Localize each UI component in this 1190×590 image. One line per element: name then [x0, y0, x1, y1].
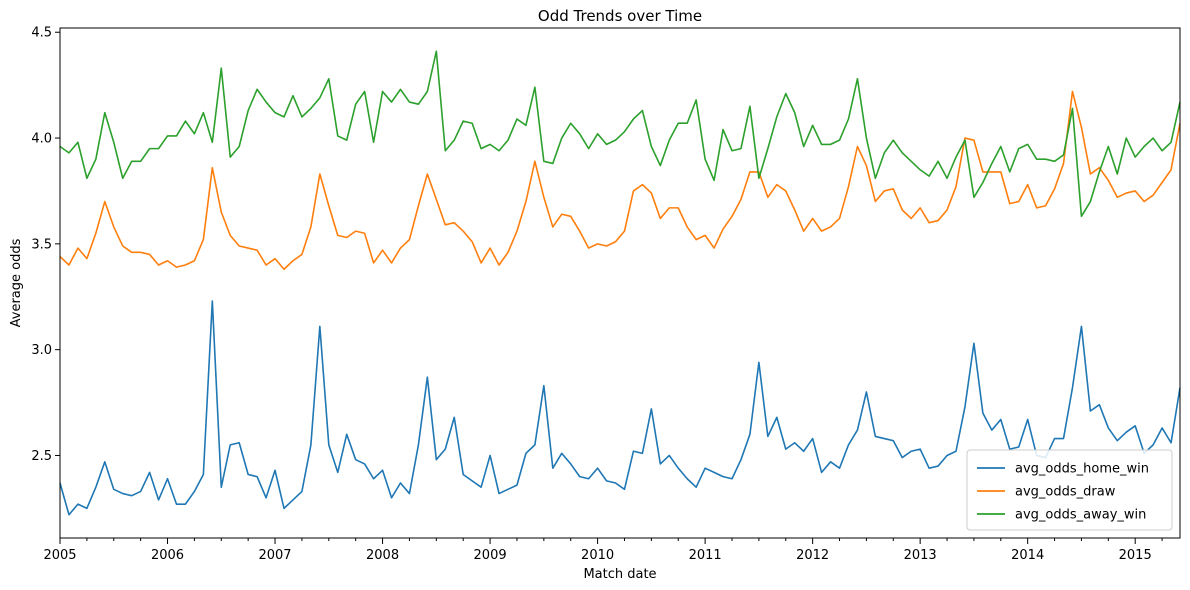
x-tick-label: 2008	[366, 548, 399, 563]
x-axis: 2005 2006 2007 2008 2009 2010 2011 2012 2013 2014…	[43, 538, 1163, 563]
series-line-avg-odds-draw	[59, 90, 1181, 271]
x-axis-title: Match date	[583, 567, 656, 582]
legend-box	[966, 449, 1173, 531]
x-tick-label: 2011	[689, 548, 722, 563]
legend: avg_odds_home_win avg_odds_draw avg_odds_a…	[966, 449, 1173, 531]
x-tick-label: 2012	[796, 548, 829, 563]
x-tick-label: 2014	[1011, 548, 1044, 563]
y-tick-label: 3.0	[31, 343, 52, 358]
x-tick-label: 2009	[474, 548, 507, 563]
y-tick-label: 2.5	[31, 449, 52, 464]
legend-label: avg_odds_home_win	[1015, 462, 1149, 477]
x-tick-label: 2010	[581, 548, 614, 563]
y-axis: 2.5 3.0 3.5 4.0 4.5	[31, 26, 60, 464]
x-tick-label: 2015	[1119, 548, 1152, 563]
series-layer	[59, 50, 1181, 516]
x-tick-label: 2006	[151, 548, 184, 563]
series-line-avg-odds-away-win	[59, 50, 1181, 218]
legend-label: avg_odds_away_win	[1015, 508, 1146, 523]
x-tick-label: 2007	[258, 548, 291, 563]
chart-title: Odd Trends over Time	[538, 7, 702, 25]
legend-label: avg_odds_draw	[1015, 485, 1116, 500]
x-tick-label: 2013	[904, 548, 937, 563]
plot-frame	[59, 27, 1181, 539]
y-tick-label: 3.5	[31, 237, 52, 252]
x-tick-label: 2005	[43, 548, 76, 563]
y-axis-title: Average odds	[9, 238, 24, 327]
series-line-avg-odds-home-win	[59, 300, 1181, 516]
y-tick-label: 4.0	[31, 132, 52, 147]
y-tick-label: 4.5	[31, 26, 52, 41]
